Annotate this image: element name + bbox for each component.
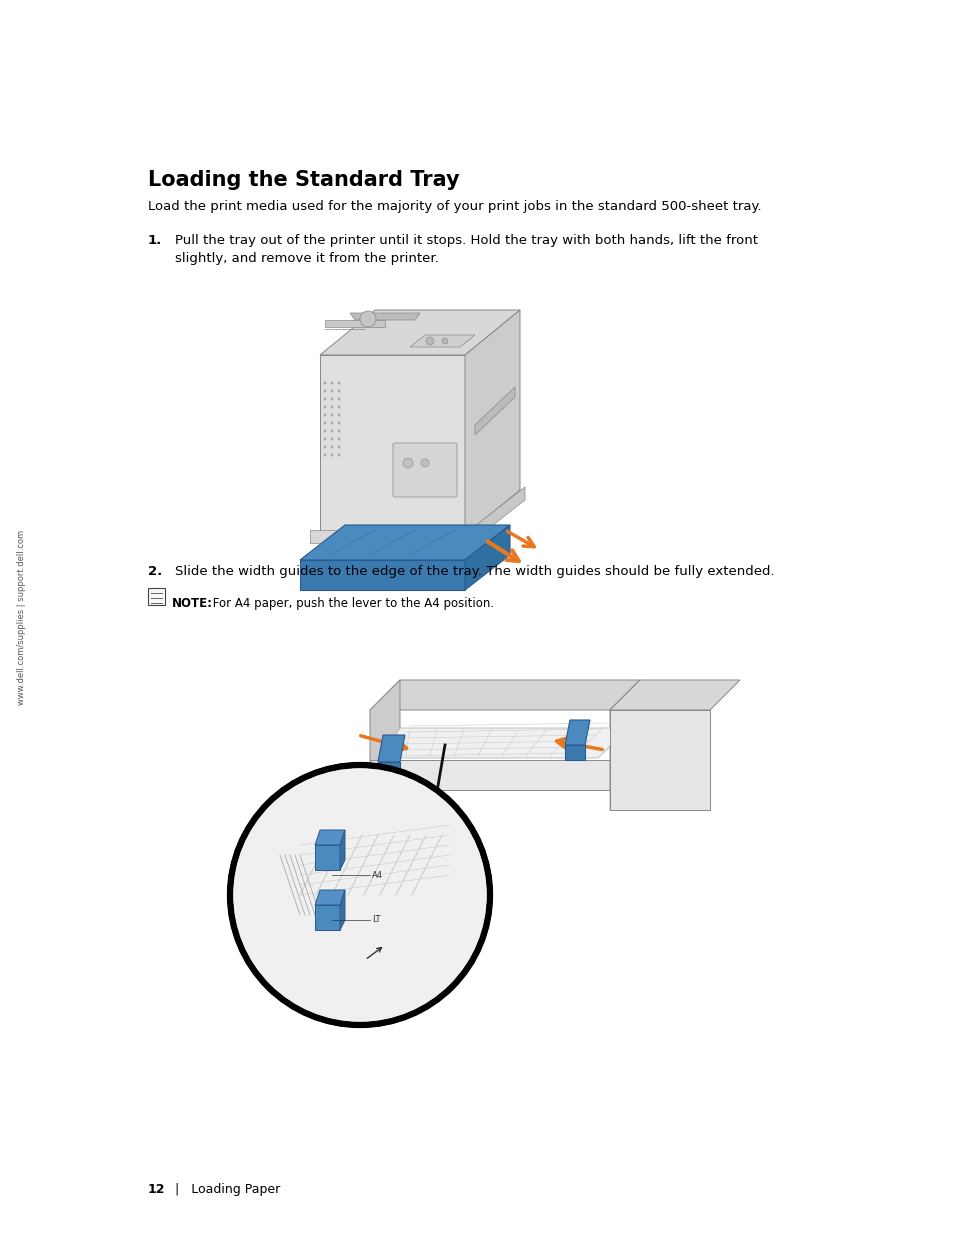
Polygon shape [377,735,405,762]
Circle shape [337,453,340,457]
Text: 1.: 1. [148,233,162,247]
Circle shape [323,389,326,393]
Circle shape [323,446,326,448]
Polygon shape [314,905,339,930]
Circle shape [402,458,413,468]
Circle shape [330,421,334,425]
Text: LT: LT [372,915,380,925]
Polygon shape [564,745,584,760]
Circle shape [337,389,340,393]
Circle shape [323,437,326,441]
Text: 2.: 2. [148,564,162,578]
Polygon shape [319,310,519,354]
FancyBboxPatch shape [393,443,456,496]
Text: A4: A4 [372,871,382,879]
Circle shape [337,430,340,432]
FancyBboxPatch shape [148,588,165,605]
Polygon shape [314,845,339,869]
Polygon shape [370,680,399,790]
Circle shape [330,389,334,393]
Circle shape [359,311,375,327]
Circle shape [337,382,340,384]
Circle shape [330,453,334,457]
Polygon shape [609,680,639,790]
Circle shape [337,398,340,400]
Circle shape [323,398,326,400]
Polygon shape [475,387,515,435]
Circle shape [330,398,334,400]
Circle shape [323,405,326,409]
Polygon shape [464,310,519,535]
Polygon shape [339,890,345,930]
Circle shape [323,430,326,432]
Circle shape [426,337,434,345]
Polygon shape [370,760,609,790]
Polygon shape [350,312,419,320]
Circle shape [323,453,326,457]
Polygon shape [410,335,475,347]
Circle shape [337,414,340,416]
Circle shape [330,382,334,384]
Polygon shape [370,680,639,710]
Circle shape [337,405,340,409]
Polygon shape [609,710,709,810]
Circle shape [330,430,334,432]
Circle shape [337,437,340,441]
Circle shape [323,421,326,425]
Polygon shape [314,830,345,845]
Text: Slide the width guides to the edge of the tray. The width guides should be fully: Slide the width guides to the edge of th… [174,564,774,578]
Polygon shape [377,762,399,781]
Text: Loading the Standard Tray: Loading the Standard Tray [148,170,459,190]
Circle shape [330,405,334,409]
Text: 12: 12 [148,1183,165,1195]
Text: NOTE:: NOTE: [172,597,213,610]
Polygon shape [464,525,510,590]
Polygon shape [310,530,470,543]
Polygon shape [470,487,524,543]
Polygon shape [299,525,510,559]
Polygon shape [609,760,639,810]
Circle shape [441,338,448,345]
Text: For A4 paper, push the lever to the A4 position.: For A4 paper, push the lever to the A4 p… [209,597,494,610]
Text: Load the print media used for the majority of your print jobs in the standard 50: Load the print media used for the majori… [148,200,760,212]
Polygon shape [314,890,345,905]
Polygon shape [609,730,709,810]
Circle shape [330,446,334,448]
Polygon shape [381,727,627,758]
Polygon shape [299,559,464,590]
Polygon shape [319,354,464,535]
Polygon shape [564,720,589,745]
Circle shape [230,764,490,1025]
Polygon shape [339,830,345,869]
Text: |   Loading Paper: | Loading Paper [163,1183,280,1195]
Text: www.dell.com/supplies | support.dell.com: www.dell.com/supplies | support.dell.com [17,530,27,704]
Circle shape [330,437,334,441]
Polygon shape [325,320,385,327]
Circle shape [323,382,326,384]
Circle shape [330,414,334,416]
Polygon shape [609,680,740,710]
Circle shape [337,421,340,425]
Text: Pull the tray out of the printer until it stops. Hold the tray with both hands, : Pull the tray out of the printer until i… [174,233,758,266]
Circle shape [323,414,326,416]
Circle shape [337,446,340,448]
Circle shape [420,459,429,467]
